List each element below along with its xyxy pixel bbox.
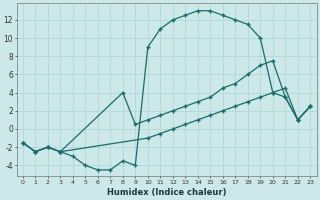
X-axis label: Humidex (Indice chaleur): Humidex (Indice chaleur) (107, 188, 226, 197)
